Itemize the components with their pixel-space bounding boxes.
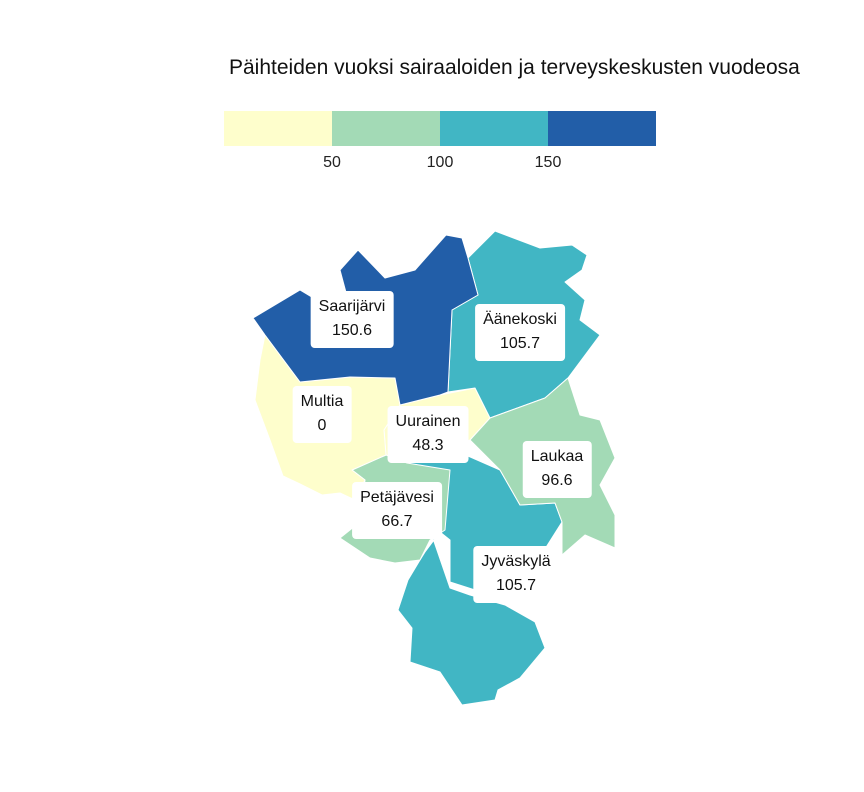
- label-aanekoski-value: 105.7: [499, 335, 541, 352]
- label-jyvaskyla-value: 105.7: [495, 577, 537, 594]
- label-multia-name: Multia: [300, 393, 344, 410]
- legend-bin-4: [548, 111, 656, 146]
- map-title: Päihteiden vuoksi sairaaloiden ja tervey…: [229, 56, 800, 79]
- label-laukaa-value: 96.6: [541, 472, 573, 489]
- label-multia-value: 0: [317, 417, 327, 434]
- label-uurainen-value: 48.3: [412, 437, 444, 454]
- legend-bin-1: [224, 111, 332, 146]
- label-aanekoski: Äänekoski 105.7: [475, 304, 565, 361]
- label-uurainen-name: Uurainen: [395, 413, 461, 430]
- label-petajavesi: Petäjävesi 66.7: [352, 482, 442, 539]
- label-uurainen: Uurainen 48.3: [387, 406, 469, 463]
- label-saarijarvi-value: 150.6: [331, 322, 373, 339]
- legend-bin-2: [332, 111, 440, 146]
- legend-bin-3: [440, 111, 548, 146]
- label-laukaa-name: Laukaa: [530, 448, 584, 465]
- label-multia: Multia 0: [292, 386, 352, 443]
- legend-tick-100: 100: [426, 154, 454, 171]
- legend-tick-150: 150: [534, 154, 562, 171]
- label-laukaa: Laukaa 96.6: [522, 441, 592, 498]
- label-jyvaskyla-name: Jyväskylä: [481, 553, 551, 570]
- label-saarijarvi: Saarijärvi 150.6: [310, 291, 394, 348]
- legend-tick-50: 50: [323, 154, 341, 171]
- label-aanekoski-name: Äänekoski: [483, 311, 557, 328]
- label-jyvaskyla: Jyväskylä 105.7: [473, 546, 559, 603]
- label-petajavesi-name: Petäjävesi: [360, 489, 434, 506]
- label-petajavesi-value: 66.7: [381, 513, 413, 530]
- label-saarijarvi-name: Saarijärvi: [318, 298, 386, 315]
- legend-color-scale: [224, 111, 656, 146]
